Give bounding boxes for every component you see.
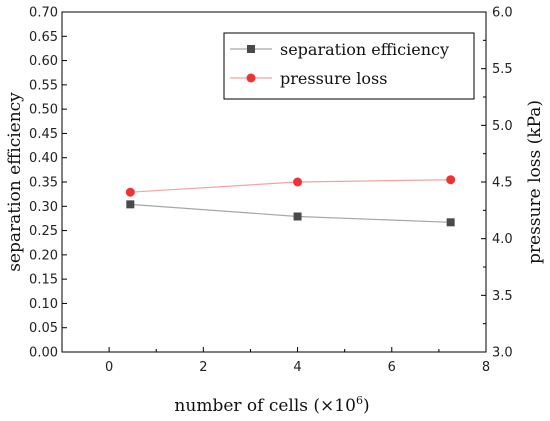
x-axis-title-exponent: 6 (356, 394, 363, 407)
legend-marker-0 (247, 45, 255, 53)
x-tick-label: 4 (293, 360, 301, 375)
ticks-layer: 0 2 4 6 8 0.00 0.05 0.10 0.15 0.20 0.25 0.30 0.35 0.4… (29, 6, 513, 376)
x-tick-label: 6 (388, 360, 396, 375)
y-left-tick-label: 0.20 (29, 248, 58, 263)
x-tick-label: 0 (105, 360, 113, 375)
y-right-tick-label: 5.0 (492, 119, 513, 134)
series-point-0 (293, 212, 302, 221)
series-point-1 (293, 177, 303, 187)
y-left-tick-label: 0.65 (29, 30, 58, 45)
y-left-tick-label: 0.60 (29, 54, 58, 69)
y-left-tick-label: 0.35 (29, 176, 58, 191)
legend-label-0: separation efficiency (280, 40, 449, 59)
series-line-1 (130, 179, 451, 193)
series-line-0 (130, 203, 451, 223)
y-left-tick-label: 0.70 (29, 6, 58, 21)
y-left-tick-label: 0.40 (29, 151, 58, 166)
legend-box (223, 32, 475, 100)
x-tick-label: 8 (482, 360, 490, 375)
legend-label-1: pressure loss (280, 69, 387, 88)
y-right-tick-label: 4.0 (492, 232, 513, 247)
y-right-tick-label: 3.5 (492, 289, 513, 304)
series-point-0 (126, 200, 135, 209)
y-left-tick-label: 0.50 (29, 103, 58, 118)
y-right-tick-label: 5.5 (492, 62, 513, 77)
x-axis-title: number of cells (×106) (174, 394, 369, 416)
legend-marker-1 (246, 73, 256, 83)
y-axis-right-title: pressure loss (kPa) (525, 100, 545, 264)
y-left-tick-label: 0.55 (29, 78, 58, 93)
y-right-tick-label: 4.5 (492, 176, 513, 191)
y-left-tick-label: 0.25 (29, 224, 58, 239)
legend: separation efficiency pressure loss (223, 32, 475, 100)
y-left-tick-label: 0.15 (29, 273, 58, 288)
y-right-tick-label: 6.0 (492, 6, 513, 21)
y-left-tick-label: 0.10 (29, 297, 58, 312)
series-layer (125, 175, 456, 227)
y-axis-left-title: separation efficiency (5, 92, 25, 272)
y-left-tick-label: 0.30 (29, 200, 58, 215)
y-left-tick-label: 0.45 (29, 127, 58, 142)
series-point-1 (125, 187, 135, 197)
y-right-tick-label: 3.0 (492, 346, 513, 361)
series-point-0 (446, 218, 455, 227)
y-left-tick-label: 0.00 (29, 346, 58, 361)
x-tick-label: 2 (199, 360, 207, 375)
y-left-tick-label: 0.05 (29, 321, 58, 336)
series-point-1 (446, 175, 456, 185)
